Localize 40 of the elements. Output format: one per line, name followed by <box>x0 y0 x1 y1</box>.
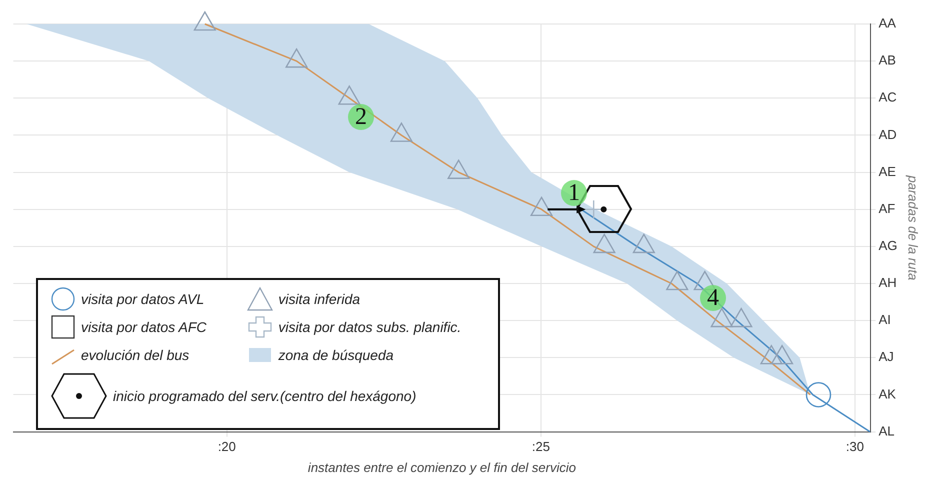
legend-label: visita por datos AVL <box>81 291 204 307</box>
point <box>530 196 553 216</box>
x-tick-label: :25 <box>532 439 550 454</box>
point <box>390 122 412 142</box>
point <box>771 345 794 364</box>
annotation: 1 <box>561 180 587 206</box>
point <box>593 234 616 254</box>
legend-label: evolución del bus <box>81 347 190 363</box>
x-axis-title: instantes entre el comienzo y el fin del servicio <box>308 460 576 475</box>
y-tick-label: AC <box>878 90 897 105</box>
legend-label: zona de búsqueda <box>278 347 394 363</box>
y-tick-label: AI <box>878 312 891 328</box>
point <box>338 85 360 105</box>
x-tick-label: :20 <box>218 439 236 454</box>
y-tick-label: AB <box>878 52 896 68</box>
point <box>632 234 655 254</box>
y-tick-label: AK <box>878 386 896 402</box>
y-tick-label: AE <box>878 164 896 179</box>
legend-label: visita por datos subs. planific. <box>278 319 462 335</box>
point <box>194 11 216 31</box>
x-tick-label: :30 <box>846 439 864 454</box>
legend-label: inicio programado del serv.(centro del hexágono) <box>113 388 416 404</box>
y-tick-label: AD <box>878 126 897 142</box>
legend-label: visita por datos AFC <box>81 319 207 335</box>
point <box>730 308 752 328</box>
annotation: 4 <box>700 285 726 311</box>
y-tick-label: AG <box>878 238 898 254</box>
point <box>710 308 733 328</box>
y-tick-label: AF <box>878 200 896 216</box>
point <box>760 345 782 364</box>
point <box>448 160 470 179</box>
y-tick-label: AA <box>878 16 896 31</box>
y-tick-label: AL <box>878 423 895 438</box>
point <box>286 48 308 68</box>
legend-label: visita inferida <box>278 291 360 307</box>
y-tick-label: AJ <box>878 349 894 364</box>
annotation: 2 <box>348 104 374 130</box>
point <box>666 270 688 290</box>
y-axis-title: paradas de la ruta <box>906 174 921 280</box>
y-tick-label: AH <box>878 275 897 290</box>
